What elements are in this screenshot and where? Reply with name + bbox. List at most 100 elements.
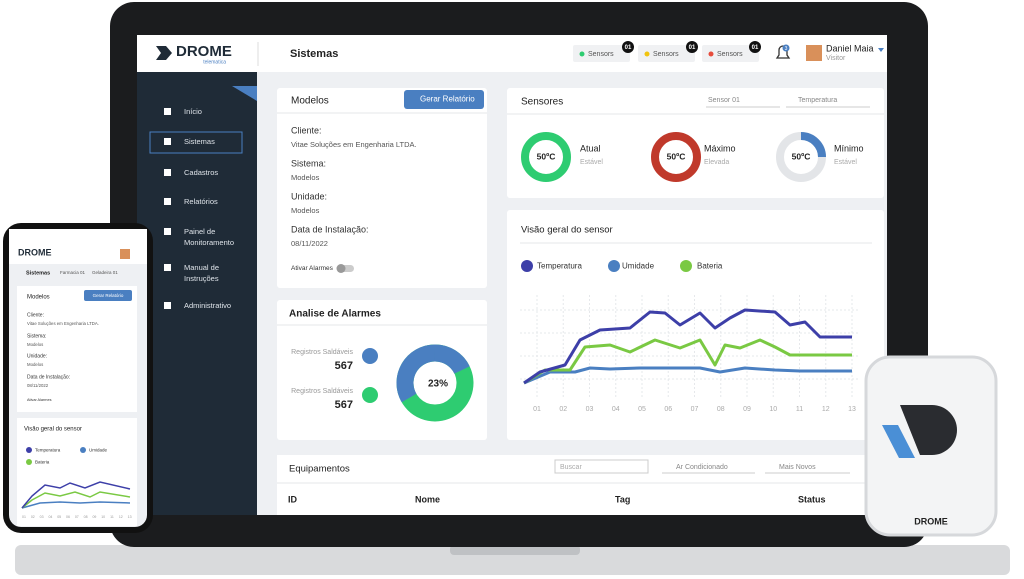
legend-dot (608, 260, 620, 272)
card (277, 88, 487, 288)
select[interactable]: Temperatura (798, 97, 837, 104)
badge (622, 41, 634, 53)
x-tick-label: 12 (822, 406, 830, 413)
donut-arc (396, 344, 436, 403)
field-value: Vitae Soluções em Engenharia LTDA. (27, 321, 99, 326)
button-label[interactable]: Gerar Relatório (420, 95, 475, 104)
toggle-label: Ativar Alarmes (291, 265, 334, 272)
sidebar-item[interactable]: Monitoramento (184, 238, 234, 247)
sidebar-item[interactable]: Instruções (184, 274, 219, 283)
field-label: Unidade: (291, 191, 327, 201)
phone-x-tick-label: 04 (48, 515, 52, 519)
device-logo-accent (882, 425, 915, 458)
phone-avatar (120, 249, 130, 259)
x-tick-label: 01 (533, 406, 541, 413)
card-title: Modelos (291, 96, 329, 107)
donut-center (416, 364, 454, 402)
sidebar-icon (164, 198, 171, 205)
legend-dot (362, 348, 378, 364)
search[interactable]: Buscar (560, 464, 582, 471)
sidebar-item[interactable]: Cadastros (184, 168, 218, 177)
phone-card (17, 286, 137, 412)
legend-dot (680, 260, 692, 272)
x-tick-label: 09 (743, 406, 751, 413)
sensor-pills (573, 41, 761, 62)
sidebar-icon (164, 138, 171, 145)
legend-label: Temperatura (35, 448, 61, 453)
phone-x-tick-label: 05 (57, 515, 61, 519)
x-tick-label: 06 (664, 406, 672, 413)
alarm-label: Registros Saldáveis (291, 349, 353, 356)
line-umidade (523, 366, 852, 385)
device-label: DROME (914, 516, 948, 526)
sidebar-icon (164, 169, 171, 176)
pill[interactable] (573, 45, 630, 62)
user-caret[interactable] (878, 48, 884, 52)
search-box[interactable] (554, 459, 649, 474)
pill[interactable] (638, 45, 695, 62)
line (21, 501, 131, 509)
select[interactable]: Ar Condicionado (676, 464, 728, 471)
sidebar-item[interactable]: Painel de (184, 227, 215, 236)
laptop-base (15, 545, 1010, 575)
card-title: Visão geral do sensor (521, 225, 613, 236)
gauge (651, 132, 701, 182)
field-label: Data de Instalação: (27, 374, 70, 380)
sensor-badge: 01 (689, 45, 696, 51)
gauge-arc (800, 132, 826, 158)
gauge-value: 50ºC (792, 151, 811, 161)
field-label: Cliente: (27, 312, 44, 318)
sensor-badge: 01 (752, 45, 759, 51)
column-header: Nome (415, 494, 440, 504)
sidebar-item[interactable]: Sistemas (184, 137, 215, 146)
logo-sub: telematica (203, 59, 226, 65)
field-label: Unidade: (27, 353, 47, 359)
card (277, 455, 884, 515)
gauge-value: 50ºC (537, 151, 556, 161)
sidebar-item[interactable]: Manual de (184, 263, 219, 272)
toggle-label: Ativar Alarmes (27, 398, 52, 402)
notification-badge (782, 44, 790, 52)
field-label: Sistema: (27, 333, 46, 339)
legend-label: Umidade (622, 262, 655, 271)
select[interactable]: Mais Novos (779, 464, 816, 471)
top-bar (137, 35, 887, 72)
legend-label: Bateria (35, 460, 50, 465)
legend-dot (26, 447, 32, 453)
active-item[interactable] (149, 131, 243, 154)
card-title: Analise de Alarmes (289, 309, 381, 320)
breadcrumb: Farmacia 01 (60, 270, 86, 275)
phone-button[interactable] (84, 290, 132, 301)
phone-lines (21, 481, 131, 509)
report-button[interactable] (404, 90, 484, 109)
alarm-value: 567 (335, 399, 353, 411)
phone-x-tick-label: 09 (92, 515, 96, 519)
phone-x-tick-label: 12 (119, 515, 123, 519)
sidebar-corner (232, 86, 257, 101)
phone-logo: DROME (18, 247, 52, 257)
field-label: Sistema: (291, 158, 326, 168)
chart-lines (523, 308, 852, 385)
status-dot (579, 51, 585, 57)
card-title: Equipamentos (289, 464, 350, 475)
card-dividers (277, 112, 884, 484)
badge (749, 41, 761, 53)
sidebar-item[interactable]: Início (184, 107, 202, 116)
x-tick-label: 05 (638, 406, 646, 413)
sidebar-item[interactable]: Relatórios (184, 197, 218, 206)
pill[interactable] (702, 45, 759, 62)
select[interactable]: Sensor 01 (708, 97, 740, 104)
sidebar-item[interactable]: Administrativo (184, 301, 231, 310)
field-value: Modelos (27, 362, 43, 367)
button-label: Gerar Relatório (93, 293, 124, 298)
legend-label: Temperatura (537, 262, 582, 271)
x-tick-label: 11 (796, 406, 803, 413)
sensor-badge: 01 (625, 45, 632, 51)
status-dot (644, 51, 650, 57)
avatar[interactable] (806, 45, 822, 61)
device-logo (900, 405, 957, 455)
field-label: Cliente: (291, 125, 322, 135)
gauge-label: Atual (580, 143, 601, 153)
phone-x-tick-label: 13 (128, 515, 132, 519)
